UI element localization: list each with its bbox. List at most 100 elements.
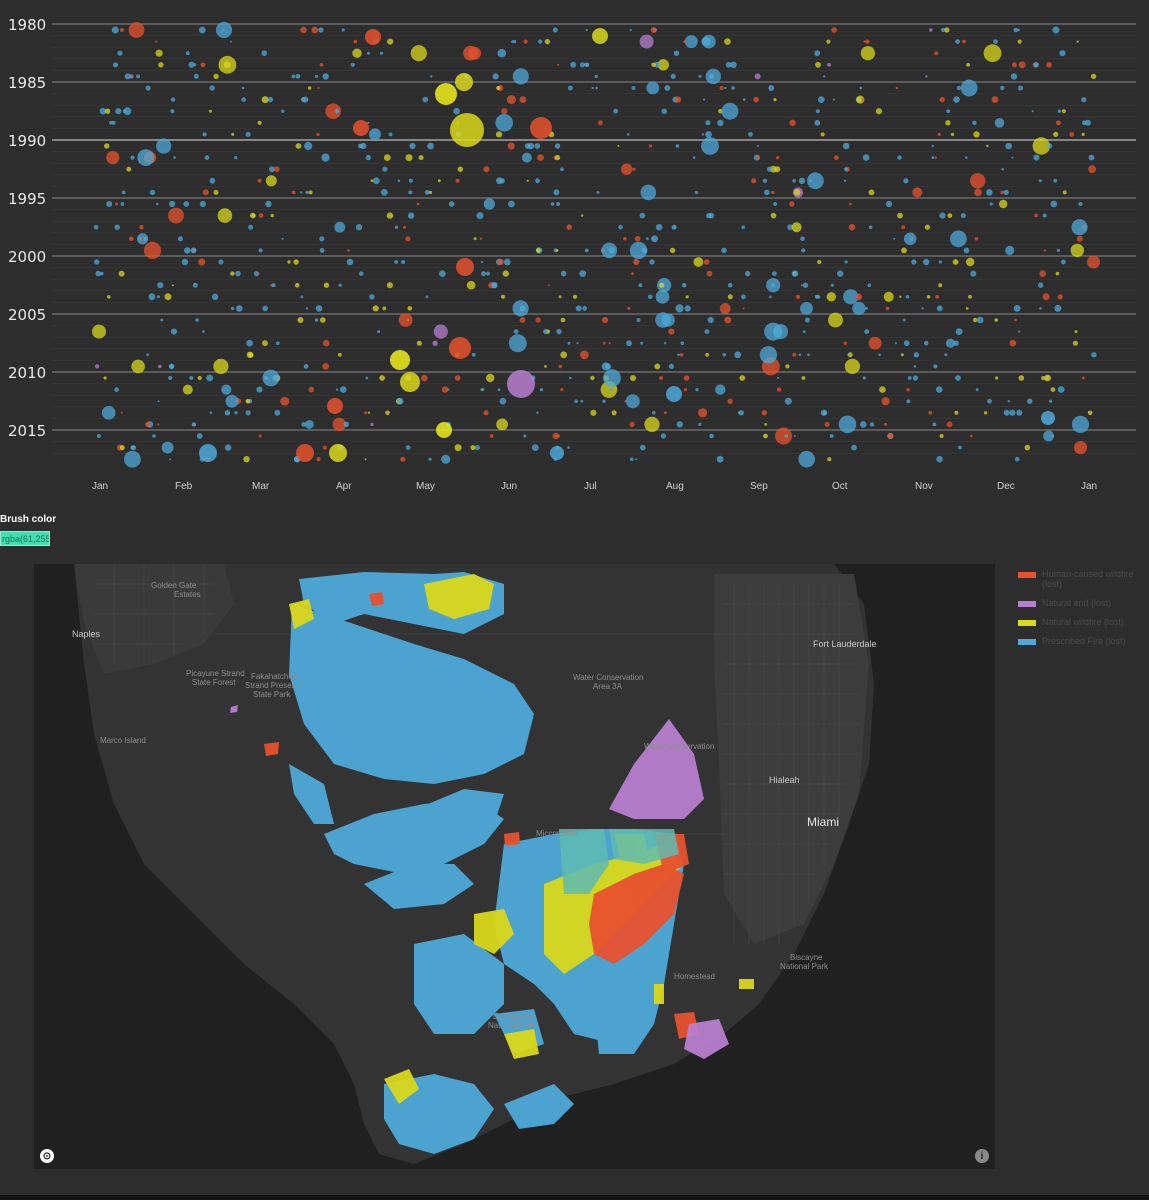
fire-bubble[interactable] [422, 96, 429, 103]
fire-bubble[interactable] [503, 258, 511, 266]
fire-bubble[interactable] [319, 62, 324, 67]
fire-bubble[interactable] [1001, 167, 1004, 171]
fire-bubble[interactable] [195, 318, 199, 322]
fire-bubble[interactable] [301, 422, 307, 427]
fire-bubble[interactable] [675, 304, 684, 313]
fire-bubble[interactable] [496, 418, 508, 431]
fire-bubble[interactable] [801, 376, 806, 380]
fire-bubble[interactable] [435, 83, 457, 105]
fire-bubble[interactable] [809, 179, 813, 183]
fire-bubble[interactable] [430, 75, 433, 78]
fire-bubble[interactable] [370, 422, 374, 426]
fire-bubble[interactable] [575, 305, 582, 312]
fire-bubble[interactable] [169, 458, 172, 461]
fire-bubble[interactable] [932, 422, 937, 427]
fire-bubble[interactable] [497, 388, 501, 391]
fire-bubble[interactable] [1042, 213, 1047, 218]
fire-bubble[interactable] [632, 167, 636, 171]
fire-bubble[interactable] [114, 224, 120, 230]
fire-bubble[interactable] [629, 421, 635, 427]
fire-bubble[interactable] [183, 201, 190, 207]
fire-bubble[interactable] [875, 108, 883, 115]
fire-bubble[interactable] [1081, 120, 1087, 126]
fire-bubble[interactable] [104, 143, 110, 149]
fire-bubble[interactable] [457, 166, 463, 172]
fire-bubble[interactable] [111, 26, 119, 34]
fire-bubble[interactable] [650, 27, 657, 33]
fire-bubble[interactable] [827, 457, 832, 462]
fire-bubble[interactable] [527, 142, 535, 150]
fire-bubble[interactable] [481, 388, 485, 392]
fire-bubble[interactable] [673, 50, 680, 56]
fire-bubble[interactable] [470, 445, 476, 451]
fire-bubble[interactable] [945, 120, 951, 126]
fire-bubble[interactable] [300, 97, 306, 102]
fire-bubble[interactable] [291, 190, 296, 195]
fire-bubble[interactable] [316, 132, 320, 136]
fire-bubble[interactable] [123, 450, 141, 468]
fire-bubble[interactable] [543, 328, 549, 335]
fire-bubble[interactable] [807, 172, 824, 190]
fire-bubble[interactable] [1081, 97, 1087, 103]
fire-bubble[interactable] [119, 445, 125, 451]
fire-bubble[interactable] [334, 108, 340, 114]
fire-bubble[interactable] [407, 306, 413, 311]
fire-bubble[interactable] [832, 98, 836, 101]
fire-bubble[interactable] [550, 202, 555, 206]
fire-bubble[interactable] [315, 74, 319, 78]
fire-bubble[interactable] [480, 260, 484, 264]
fire-bubble[interactable] [771, 190, 775, 195]
fire-bubble[interactable] [115, 202, 119, 206]
fire-bubble[interactable] [994, 318, 998, 322]
fire-bubble[interactable] [633, 258, 640, 266]
fire-bubble[interactable] [206, 374, 214, 382]
fire-bubble[interactable] [580, 399, 584, 403]
fire-bubble[interactable] [903, 178, 909, 184]
fire-bubble[interactable] [674, 96, 682, 103]
fire-bubble[interactable] [456, 258, 474, 276]
fire-bubble[interactable] [695, 388, 699, 392]
fire-bubble[interactable] [350, 62, 355, 67]
fire-bubble[interactable] [772, 271, 777, 276]
fire-bubble[interactable] [1041, 411, 1055, 425]
compass-icon[interactable]: ⊙ [40, 1149, 54, 1163]
fire-bubble[interactable] [156, 295, 160, 299]
fire-bubble[interactable] [308, 386, 315, 393]
fire-bubble[interactable] [270, 213, 274, 218]
fire-bubble[interactable] [501, 294, 505, 299]
fire-bubble[interactable] [793, 435, 796, 437]
fire-bubble[interactable] [385, 410, 390, 416]
fire-bubble[interactable] [200, 62, 206, 68]
fire-bubble[interactable] [1050, 200, 1058, 208]
fire-bubble[interactable] [265, 175, 277, 187]
fire-bubble[interactable] [827, 62, 831, 67]
fire-bubble[interactable] [123, 107, 132, 116]
fire-bubble[interactable] [130, 445, 135, 450]
fire-bubble[interactable] [1024, 444, 1031, 451]
fire-bubble[interactable] [912, 187, 923, 198]
fire-bubble[interactable] [507, 370, 535, 398]
fire-bubble[interactable] [437, 179, 441, 183]
fire-bubble[interactable] [236, 305, 243, 312]
fire-bubble[interactable] [101, 406, 116, 420]
fire-bubble[interactable] [136, 74, 141, 79]
fire-bubble[interactable] [192, 282, 198, 288]
fire-bubble[interactable] [329, 444, 347, 462]
fire-bubble[interactable] [675, 144, 680, 148]
fire-bubble[interactable] [560, 351, 568, 359]
fire-bubble[interactable] [379, 375, 385, 381]
fire-bubble[interactable] [107, 295, 111, 299]
fire-bubble[interactable] [626, 340, 632, 347]
fire-bubble[interactable] [802, 330, 806, 333]
fire-bubble[interactable] [1009, 339, 1017, 347]
fire-bubble[interactable] [897, 212, 903, 219]
fire-bubble[interactable] [421, 374, 428, 382]
fire-bubble[interactable] [913, 352, 919, 358]
fire-bubble[interactable] [501, 108, 508, 115]
fire-bubble[interactable] [864, 329, 870, 334]
fire-bubble[interactable] [579, 270, 587, 277]
legend-item-human[interactable]: Human-caused wildfire (lost) [1018, 569, 1146, 589]
fire-bubble[interactable] [193, 73, 199, 79]
fire-bubble[interactable] [323, 282, 330, 288]
fire-bubble[interactable] [798, 177, 806, 184]
